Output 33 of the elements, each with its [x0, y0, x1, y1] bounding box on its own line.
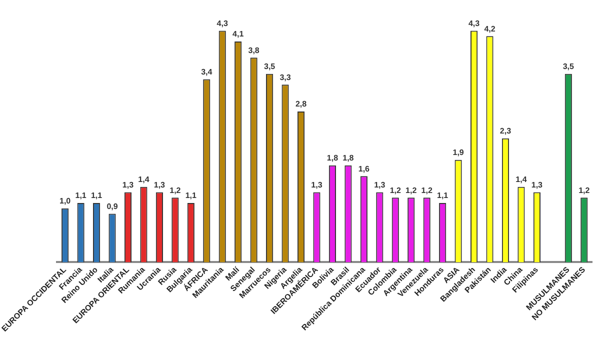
- data-label: 1,8: [342, 154, 354, 163]
- data-label: 1,1: [437, 191, 449, 200]
- data-label: 3,3: [280, 72, 292, 82]
- data-label: 2,3: [500, 126, 512, 136]
- data-label: 1,0: [60, 196, 72, 206]
- data-label: 1,3: [122, 180, 134, 190]
- data-label: 1,1: [185, 191, 198, 200]
- data-label: 1,2: [390, 186, 402, 195]
- data-label: 1,6: [358, 164, 370, 174]
- data-label: 1,1: [90, 191, 103, 200]
- data-label: 2,8: [295, 100, 308, 109]
- data-label: 3,4: [201, 67, 213, 76]
- data-label: 1,3: [154, 180, 166, 190]
- data-label: 3,5: [562, 62, 575, 72]
- data-label: 1,2: [406, 186, 418, 195]
- data-label: 4,3: [216, 18, 228, 28]
- data-label: 1,3: [531, 180, 544, 190]
- data-label: 1,2: [578, 186, 590, 195]
- data-label: 4,1: [232, 30, 244, 39]
- data-label: 1,8: [326, 154, 339, 163]
- data-label: 0,9: [106, 202, 118, 211]
- data-label: 4,2: [484, 24, 496, 34]
- data-label: 1,1: [75, 191, 87, 200]
- data-label: 1,2: [421, 186, 433, 195]
- data-label: 1,3: [311, 180, 323, 190]
- data-label: 4,3: [468, 18, 480, 28]
- data-label: 1,3: [374, 180, 386, 190]
- data-label: 3,5: [264, 62, 276, 72]
- data-label: 3,8: [248, 46, 260, 55]
- data-label: 1,4: [516, 175, 528, 184]
- data-label: 1,4: [138, 175, 150, 184]
- data-label: 1,9: [452, 148, 464, 158]
- data-label: 1,2: [170, 186, 182, 195]
